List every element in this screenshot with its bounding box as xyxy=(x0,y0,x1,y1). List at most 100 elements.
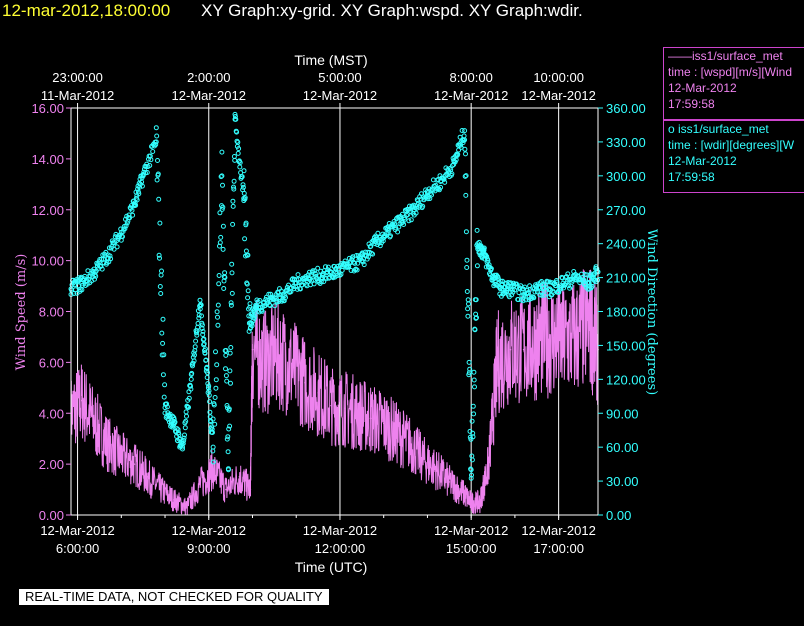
wdir-marker xyxy=(531,295,537,301)
wdir-marker xyxy=(375,230,381,236)
wdir-marker xyxy=(210,430,215,435)
legend-wspd-title: ——iss1/surface_met xyxy=(668,49,783,63)
wdir-marker xyxy=(158,291,164,296)
wdir-marker xyxy=(160,372,166,378)
wdir-point xyxy=(499,286,505,292)
wdir-marker xyxy=(223,348,229,353)
wdir-marker xyxy=(102,253,108,259)
wdir-point xyxy=(153,139,159,145)
wspd-point xyxy=(291,366,293,369)
wdir-marker xyxy=(283,295,288,300)
wdir-marker xyxy=(219,206,225,212)
wdir-marker xyxy=(202,346,208,352)
wdir-point xyxy=(560,280,566,286)
wdir-marker xyxy=(565,283,571,289)
wdir-marker xyxy=(365,254,371,260)
wdir-point xyxy=(385,229,391,235)
wdir-marker xyxy=(220,182,225,188)
wdir-marker xyxy=(217,210,223,216)
wdir-marker xyxy=(471,369,477,375)
wdir-point xyxy=(267,297,273,303)
wdir-marker xyxy=(200,332,206,337)
wspd-point xyxy=(448,481,451,483)
wdir-marker xyxy=(227,368,233,374)
wdir-marker xyxy=(201,336,207,342)
x-top-axis-label: Time (MST) xyxy=(294,52,367,68)
wdir-marker xyxy=(190,363,195,369)
wdir-marker xyxy=(164,404,170,410)
wdir-marker xyxy=(501,290,507,296)
wdir-marker xyxy=(461,133,467,139)
y-right-axis-label: Wind Direction (degrees) xyxy=(644,229,659,395)
wspd-point xyxy=(470,501,472,504)
wdir-marker xyxy=(93,268,99,274)
wdir-marker xyxy=(189,370,195,376)
wdir-point xyxy=(462,128,468,134)
wspd-point xyxy=(212,468,214,471)
wdir-marker xyxy=(295,272,301,278)
wdir-marker xyxy=(213,377,219,383)
wspd-point xyxy=(356,412,359,415)
wdir-point xyxy=(398,218,404,224)
wdir-marker xyxy=(223,352,229,358)
wspd-point xyxy=(186,506,188,509)
wdir-point xyxy=(372,241,378,247)
wdir-marker xyxy=(464,257,470,263)
wdir-marker xyxy=(211,459,216,465)
x-bottom-tick-date: 12-Mar-2012 xyxy=(40,523,114,538)
wspd-point xyxy=(81,399,83,402)
y-right-tick-label: 60.00 xyxy=(606,440,639,455)
wdir-marker xyxy=(225,434,231,440)
y-left-tick-label: 12.00 xyxy=(31,203,64,218)
wdir-marker xyxy=(122,226,128,232)
wdir-marker xyxy=(150,149,156,154)
wspd-point xyxy=(304,381,306,384)
x-top-tick-date: 12-Mar-2012 xyxy=(172,88,246,103)
wdir-marker xyxy=(337,272,343,278)
legend-wdir-variable: time : [wdir][degrees][W xyxy=(668,138,795,152)
wdir-marker xyxy=(462,173,468,179)
wdir-marker xyxy=(380,238,386,244)
wdir-marker xyxy=(298,279,304,285)
wdir-marker xyxy=(220,246,226,252)
wdir-marker xyxy=(470,434,476,440)
wdir-marker xyxy=(579,277,585,283)
wdir-marker xyxy=(182,432,187,438)
wdir-marker xyxy=(156,196,162,202)
wdir-marker xyxy=(463,192,469,198)
wdir-marker xyxy=(160,340,166,346)
wdir-point xyxy=(293,280,299,286)
x-bottom-tick-date: 12-Mar-2012 xyxy=(521,523,595,538)
wdir-marker xyxy=(154,133,160,139)
wdir-marker xyxy=(226,426,232,432)
wdir-marker xyxy=(228,300,234,306)
y-right-tick-label: 300.00 xyxy=(606,169,646,184)
wdir-marker xyxy=(232,114,238,119)
wdir-marker xyxy=(206,392,212,398)
wdir-marker xyxy=(405,212,411,217)
x-top-tick-date: 12-Mar-2012 xyxy=(434,88,508,103)
wspd-point xyxy=(435,468,437,471)
wdir-point xyxy=(438,178,444,184)
wdir-marker xyxy=(342,258,348,264)
x-bottom-tick-time: 9:00:00 xyxy=(187,541,230,556)
wdir-marker xyxy=(232,157,238,163)
wdir-marker xyxy=(465,313,471,319)
wdir-marker xyxy=(542,292,547,298)
wdir-marker xyxy=(181,438,187,443)
x-bottom-axis-label: Time (UTC) xyxy=(295,559,368,575)
wdir-point xyxy=(280,292,286,298)
wdir-marker xyxy=(472,384,477,390)
y-right-tick-label: 270.00 xyxy=(606,203,646,218)
wdir-marker xyxy=(176,432,182,437)
legend-wspd: ——iss1/surface_met time : [wspd][m/s][Wi… xyxy=(663,47,804,120)
header-graph-list: XY Graph:xy-grid. XY Graph:wspd. XY Grap… xyxy=(201,1,583,20)
wdir-marker xyxy=(235,139,241,145)
wspd-series xyxy=(70,269,599,516)
wdir-marker xyxy=(522,284,528,290)
wspd-point xyxy=(330,404,333,407)
x-bottom-tick-date: 12-Mar-2012 xyxy=(172,523,246,538)
wdir-marker xyxy=(515,297,521,302)
wdir-marker xyxy=(114,244,120,250)
wdir-marker xyxy=(157,220,163,226)
